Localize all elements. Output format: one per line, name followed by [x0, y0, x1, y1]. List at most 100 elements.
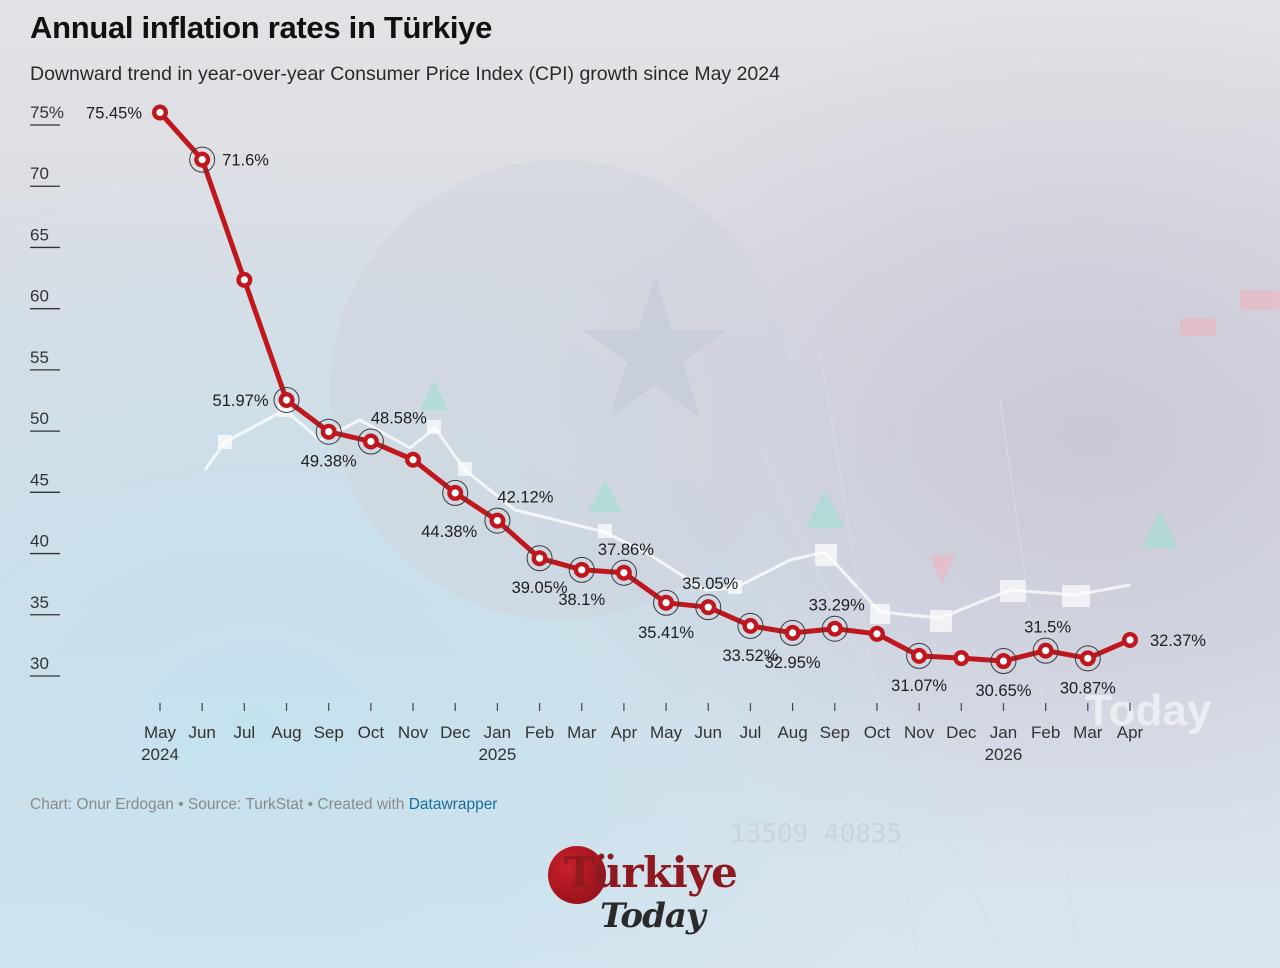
footer-credit: Chart: Onur Erdogan • Source: TurkStat •… [30, 796, 409, 813]
data-point-core [662, 599, 670, 607]
data-point-core [198, 156, 206, 164]
line-chart: 75% 70 65 60 55 50 45 40 35 30 May Jun Jul Aug Sep Oct… [30, 103, 1206, 764]
x-year-label: 2025 [478, 745, 516, 764]
data-point-core [704, 603, 712, 611]
data-label: 44.38% [421, 523, 477, 541]
x-tick-label: Nov [904, 723, 935, 742]
point-highlight-ring [1032, 637, 1059, 664]
data-point-core [831, 625, 839, 633]
data-point-core [240, 276, 248, 284]
point-highlight-ring [189, 146, 216, 173]
data-label: 32.37% [1150, 632, 1206, 650]
series-line [157, 110, 1133, 664]
x-tick-label: Jan [990, 723, 1017, 742]
x-tick-label: May [144, 723, 177, 742]
y-tick-label: 60 [30, 287, 49, 306]
data-point-core [999, 657, 1008, 665]
data-point-core [156, 108, 164, 117]
chart-title: Annual inflation rates in Türkiye [30, 10, 493, 45]
point-highlight-ring [695, 594, 722, 621]
point-highlight-ring [526, 545, 553, 572]
turkiye-today-logo: Türkiye Today [548, 842, 738, 942]
point-highlight-ring [442, 479, 469, 506]
data-label: 33.29% [809, 597, 865, 615]
point-highlight-ring [779, 619, 806, 646]
y-tick-label: 55 [30, 348, 49, 367]
chart-footer: Chart: Onur Erdogan • Source: TurkStat •… [30, 796, 497, 814]
data-point-core [325, 428, 333, 436]
data-label: 33.52% [722, 647, 778, 665]
data-point-core [957, 654, 965, 662]
data-label: 71.6% [222, 152, 269, 170]
x-tick-label: Aug [271, 723, 301, 742]
y-axis: 75% 70 65 60 55 50 45 40 35 30 [30, 103, 64, 677]
x-tick-label: Mar [1073, 723, 1103, 742]
y-tick-label: 40 [30, 532, 49, 551]
data-point-core [367, 437, 375, 446]
point-highlight-ring [821, 615, 848, 642]
logo-tagline: Today [600, 896, 706, 936]
x-tick-label: Nov [398, 723, 429, 742]
y-tick-label: 45 [30, 470, 49, 489]
y-tick-label: 65 [30, 225, 49, 244]
x-tick-label: Dec [946, 723, 977, 742]
data-point-core [1084, 654, 1092, 662]
logo-circle-icon [548, 846, 606, 904]
data-point-core [282, 396, 291, 404]
data-label: 48.58% [371, 409, 427, 427]
data-label: 42.12% [497, 489, 553, 507]
x-tick-label: Mar [567, 723, 597, 742]
svg-text:13509 40835: 13509 40835 [730, 819, 902, 849]
x-year-label: 2026 [985, 745, 1023, 764]
x-tick-label: Jun [695, 723, 722, 742]
x-tick-label: Aug [777, 723, 807, 742]
svg-text:Today: Today [1085, 686, 1212, 735]
point-highlight-ring [610, 559, 637, 586]
data-label: 51.97% [213, 392, 269, 410]
data-label: 31.5% [1024, 619, 1071, 637]
data-point-core [409, 456, 417, 464]
y-tick-label: 50 [30, 409, 49, 428]
y-tick-label: 30 [30, 654, 49, 673]
x-tick-label: Dec [440, 723, 471, 742]
data-labels: 75.45% 71.6% 51.97% 49.38% 48.58% 44.38% 42.12… [86, 104, 1206, 700]
point-highlight-ring [484, 507, 511, 534]
x-tick-label: Feb [525, 723, 554, 742]
point-highlight-ring [315, 418, 342, 445]
data-point-core [620, 569, 628, 577]
point-highlight-ring [990, 648, 1017, 675]
data-point-core [493, 516, 501, 525]
x-tick-label: Jul [233, 723, 255, 742]
x-axis: May Jun Jul Aug Sep Oct Nov Dec Jan Feb Mar Apr May J… [141, 703, 1144, 764]
x-tick-label: Apr [1117, 723, 1144, 742]
data-point-core [1042, 647, 1050, 655]
data-label: 38.1% [558, 591, 605, 609]
data-point-core [746, 622, 755, 630]
x-tick-label: Jun [188, 723, 215, 742]
x-tick-label: May [650, 723, 683, 742]
data-label: 31.07% [891, 677, 947, 695]
data-label: 49.38% [301, 453, 357, 471]
x-tick-label: Jan [484, 723, 511, 742]
data-point-core [789, 629, 797, 637]
y-tick-label: 75% [30, 103, 64, 122]
x-tick-label: Apr [611, 723, 638, 742]
x-tick-label: Sep [314, 723, 344, 742]
data-point-core [451, 489, 459, 497]
point-highlight-ring [357, 428, 384, 455]
data-point-core [873, 630, 881, 638]
datawrapper-link[interactable]: Datawrapper [408, 796, 498, 813]
data-label: 35.05% [682, 575, 738, 593]
series-inflation [152, 104, 1138, 675]
x-tick-label: Oct [358, 723, 385, 742]
data-label: 30.87% [1060, 679, 1116, 697]
data-point-core [578, 566, 586, 574]
chart-subtitle: Downward trend in year-over-year Consume… [30, 63, 780, 85]
data-label: 32.95% [765, 654, 821, 672]
point-highlight-ring [737, 612, 764, 639]
data-point-core [1126, 636, 1134, 644]
x-tick-label: Jul [740, 723, 762, 742]
data-label: 39.05% [512, 579, 568, 597]
